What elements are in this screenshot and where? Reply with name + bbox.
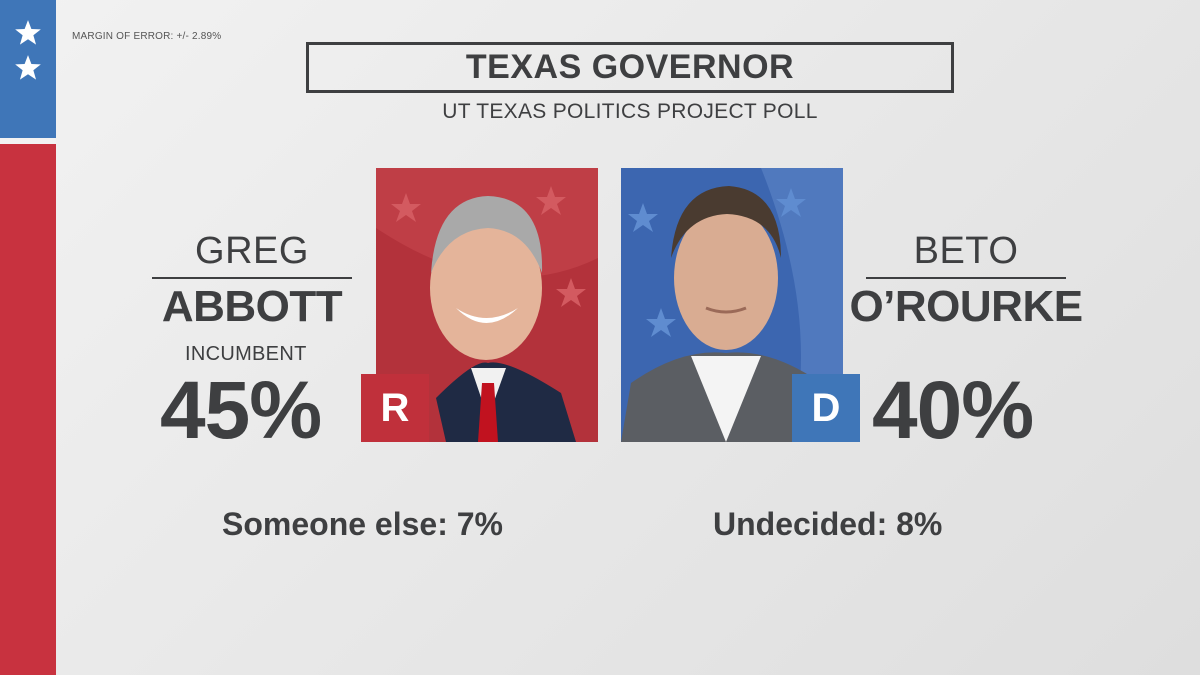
- incumbent-label: INCUMBENT: [185, 343, 307, 365]
- republican-party-badge: R: [361, 374, 429, 442]
- flag-stripe: [0, 0, 56, 675]
- flag-red-stripe: [0, 144, 56, 675]
- democratic-party-badge: D: [792, 374, 860, 442]
- right-name-rule: [866, 277, 1066, 279]
- someone-else-result: Someone else: 7%: [222, 506, 503, 542]
- left-last-name: ABBOTT: [161, 282, 343, 331]
- left-candidate-photo: [376, 168, 598, 442]
- star-icon: [15, 20, 41, 45]
- poll-source: UT TEXAS POLITICS PROJECT POLL: [442, 100, 818, 123]
- page-title: TEXAS GOVERNOR: [465, 48, 795, 86]
- margin-of-error: MARGIN OF ERROR: +/- 2.89%: [72, 31, 222, 42]
- flag-white-stripe: [0, 138, 56, 144]
- left-percent: 45%: [160, 365, 322, 456]
- right-candidate-photo: [621, 168, 843, 442]
- right-last-name: O’ROURKE: [849, 282, 1083, 331]
- left-first-name: GREG: [195, 230, 309, 272]
- page-title-box: TEXAS GOVERNOR: [306, 42, 954, 93]
- undecided-result: Undecided: 8%: [713, 506, 943, 542]
- left-name-rule: [152, 277, 352, 279]
- right-percent: 40%: [872, 365, 1034, 456]
- right-first-name: BETO: [913, 230, 1019, 272]
- star-icon: [15, 55, 41, 80]
